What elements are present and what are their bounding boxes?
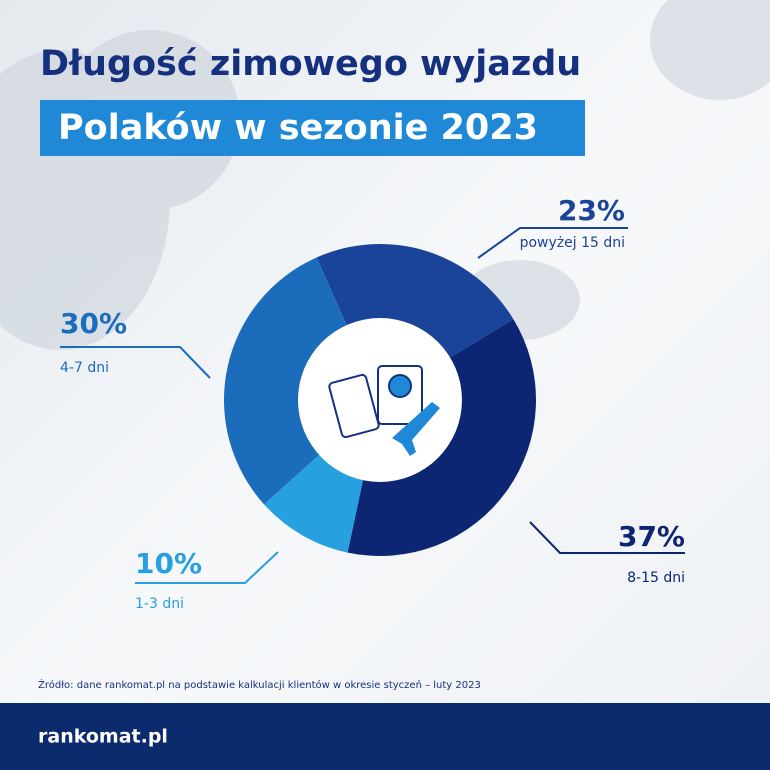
value-label: 30% bbox=[60, 307, 127, 340]
labels: 23% powyżej 15 dni 37% 8-15 dni 10% 1-3 dni 30… bbox=[60, 194, 685, 612]
brand-logo: rankomat.pl bbox=[38, 726, 168, 748]
leader-line bbox=[60, 346, 211, 379]
source: Źródło: dane rankomat.pl na podstawie ka… bbox=[38, 678, 481, 691]
footer bbox=[0, 703, 770, 770]
category-label: 8-15 dni bbox=[627, 570, 685, 586]
category-label: 4-7 dni bbox=[60, 360, 109, 376]
leader-line bbox=[135, 551, 279, 584]
category-label: 1-3 dni bbox=[135, 596, 184, 612]
value-label: 10% bbox=[135, 547, 202, 580]
subtitle-banner bbox=[40, 100, 585, 156]
travel-icon bbox=[328, 365, 440, 456]
leader-line bbox=[529, 521, 685, 554]
category-label: powyżej 15 dni bbox=[520, 235, 625, 251]
value-label: 37% bbox=[618, 520, 685, 553]
subtitle: Polaków w sezonie 2023 bbox=[58, 108, 538, 148]
leader-line bbox=[477, 227, 628, 259]
title: Długość zimowego wyjazdu bbox=[40, 44, 581, 84]
value-label: 23% bbox=[558, 194, 625, 227]
donut-hole bbox=[298, 318, 462, 482]
